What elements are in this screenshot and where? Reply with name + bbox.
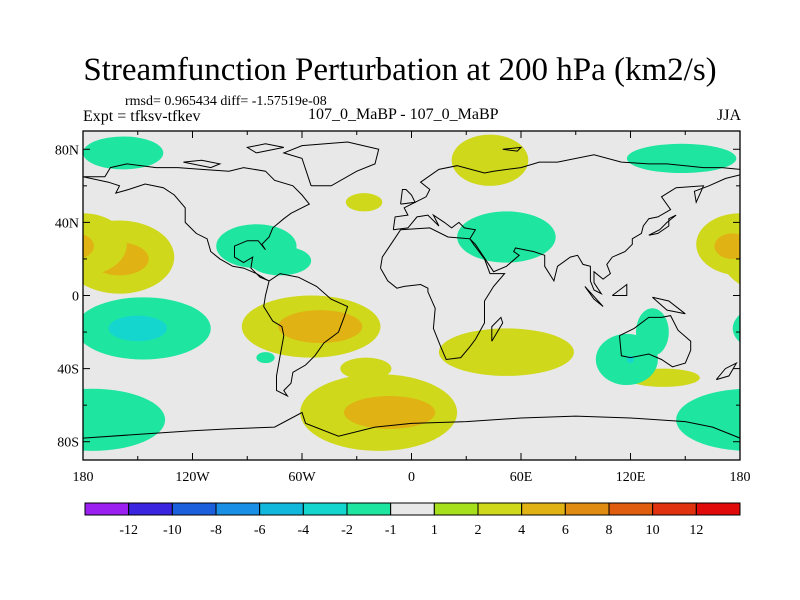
- anomaly-region-16: [457, 211, 556, 263]
- lon-label-2: 60W: [288, 470, 316, 485]
- anomaly-region-3: [732, 314, 740, 343]
- colorbar-swatch-10: [521, 502, 566, 516]
- anomaly-region-13: [343, 396, 436, 429]
- colorbar-label-2: -8: [210, 523, 222, 538]
- anomaly-region-10: [256, 352, 275, 364]
- colorbar-swatch-2: [171, 502, 217, 516]
- colorbar-label-3: -6: [254, 523, 266, 538]
- anomaly-region-23: [635, 308, 669, 356]
- anomaly-region-18: [626, 143, 737, 174]
- season-label: JJA: [717, 107, 742, 124]
- coastline-15: [715, 361, 738, 381]
- coastline-12: [584, 286, 604, 307]
- anomaly-region-11: [340, 357, 392, 380]
- anomaly-region-9: [278, 310, 363, 344]
- colorbar-label-13: 12: [689, 523, 703, 538]
- colorbar-label-5: -2: [341, 523, 353, 538]
- coastline-10: [648, 214, 677, 236]
- lon-label-6: 180: [730, 470, 751, 485]
- coastline-5: [619, 315, 692, 368]
- colorbar-label-0: -12: [119, 523, 138, 538]
- coastline-9: [183, 159, 222, 169]
- colorbar-label-10: 6: [562, 523, 569, 538]
- coastline-6: [491, 316, 504, 342]
- colorbar-label-4: -4: [297, 523, 309, 538]
- coastline-7: [83, 411, 740, 439]
- colorbar-swatch-6: [346, 502, 392, 516]
- coastline-4: [392, 154, 740, 296]
- colorbar-swatch-0: [84, 502, 130, 516]
- lon-label-4: 60E: [510, 470, 533, 485]
- anomaly-region-17: [438, 328, 574, 376]
- colorbar-swatch-13: [652, 502, 697, 516]
- colorbar-label-7: 1: [431, 523, 438, 538]
- colorbar-label-11: 8: [606, 523, 613, 538]
- colorbar-swatch-11: [564, 502, 610, 516]
- anomaly-region-0: [83, 136, 164, 170]
- colorbar-swatch-1: [128, 502, 173, 516]
- anomaly-region-5: [83, 388, 166, 451]
- colorbar-swatch-5: [302, 502, 348, 516]
- plot-title: Streamfunction Perturbation at 200 hPa (…: [83, 52, 717, 88]
- anomaly-fill-layer: [83, 134, 800, 451]
- coastline-1: [263, 273, 349, 398]
- runs-label: 107_0_MaBP - 107_0_MaBP: [308, 106, 499, 123]
- lat-label-1: 40N: [55, 216, 79, 231]
- colorbar-label-12: 10: [646, 523, 660, 538]
- anomaly-region-5: [676, 388, 740, 451]
- anomaly-region-7: [249, 246, 312, 276]
- anomaly-region-4: [108, 315, 167, 342]
- colorbar-swatch-3: [215, 502, 261, 516]
- colorbar-label-1: -10: [163, 523, 182, 538]
- coastline-16: [502, 146, 523, 152]
- lon-label-1: 120W: [175, 470, 210, 485]
- lat-label-2: 0: [72, 290, 79, 305]
- lat-label-4: 80S: [57, 436, 79, 451]
- coastline-8: [245, 143, 284, 154]
- colorbar-swatch-7: [390, 502, 435, 516]
- anomaly-region-25: [83, 416, 94, 439]
- colorbar-label-6: -1: [385, 523, 397, 538]
- coastline-11: [400, 189, 416, 205]
- colorbar-label-9: 4: [518, 523, 525, 538]
- coastline-layer: [83, 141, 740, 439]
- colorbar-swatch-4: [259, 502, 304, 516]
- coastline-14: [652, 296, 686, 315]
- colorbar: -12 -10 -8 -6 -4 -2 -1 1 2 4 6 8 10 12: [84, 502, 741, 538]
- anomaly-region-20: [714, 233, 740, 259]
- colorbar-swatch-9: [477, 502, 523, 516]
- lon-label-0: 180: [73, 470, 94, 485]
- colorbar-swatch-8: [433, 502, 479, 516]
- coastline-2: [282, 141, 380, 187]
- coastline-0: [83, 163, 311, 282]
- coastline-13: [611, 283, 628, 296]
- lon-label-3: 0: [408, 470, 415, 485]
- lat-label-3: 40S: [57, 363, 79, 378]
- anomaly-region-19: [83, 213, 127, 276]
- axis-ticks: 80N 40N 0 40S 80S 180 120W 60W 0 60E 120E 180: [55, 131, 751, 485]
- stats-line: rmsd= 0.965434 diff= -1.57519e-08: [125, 94, 327, 109]
- lat-label-0: 80N: [55, 143, 79, 158]
- anomaly-region-0: [740, 136, 800, 169]
- anomaly-region-25: [729, 416, 740, 439]
- colorbar-swatch-14: [695, 502, 741, 516]
- anomaly-region-20: [83, 234, 94, 258]
- colorbar-swatch-12: [608, 502, 654, 516]
- experiment-label: Expt = tfksv-tfkev: [83, 108, 201, 125]
- colorbar-label-8: 2: [475, 523, 482, 538]
- coastline-3: [380, 227, 506, 361]
- anomaly-region-14: [345, 193, 383, 212]
- lon-label-5: 120E: [616, 470, 646, 485]
- anomaly-region-15: [451, 134, 529, 186]
